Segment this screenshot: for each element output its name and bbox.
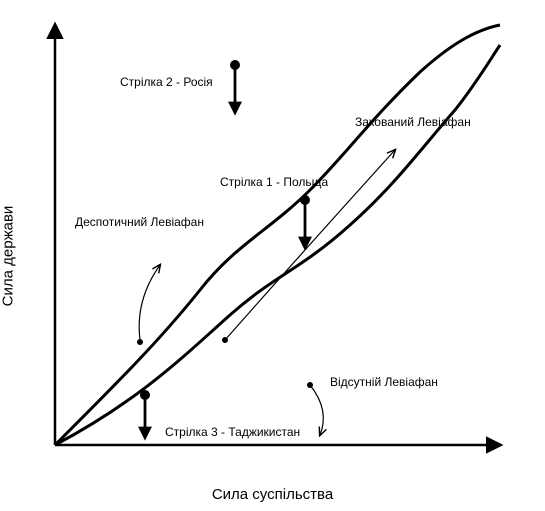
- arrow2-label: Стрілка 2 - Росія: [120, 75, 213, 89]
- x-axis-label: Сила суспільства: [212, 486, 333, 503]
- diagram-container: Сила держави Сила суспільства Деспотични…: [0, 0, 545, 511]
- absent-label: Відсутній Левіафан: [330, 375, 438, 389]
- arrow1-label: Стрілка 1 - Польща: [220, 175, 328, 189]
- despotic-label: Деспотичний Левіафан: [75, 215, 204, 229]
- y-axis-label: Сила держави: [0, 205, 17, 306]
- shackled-label: Закований Левіафан: [355, 115, 471, 129]
- despotic-arrow: [139, 265, 160, 340]
- absent-arrow: [310, 385, 323, 435]
- arrow3-label: Стрілка 3 - Таджикистан: [165, 425, 300, 439]
